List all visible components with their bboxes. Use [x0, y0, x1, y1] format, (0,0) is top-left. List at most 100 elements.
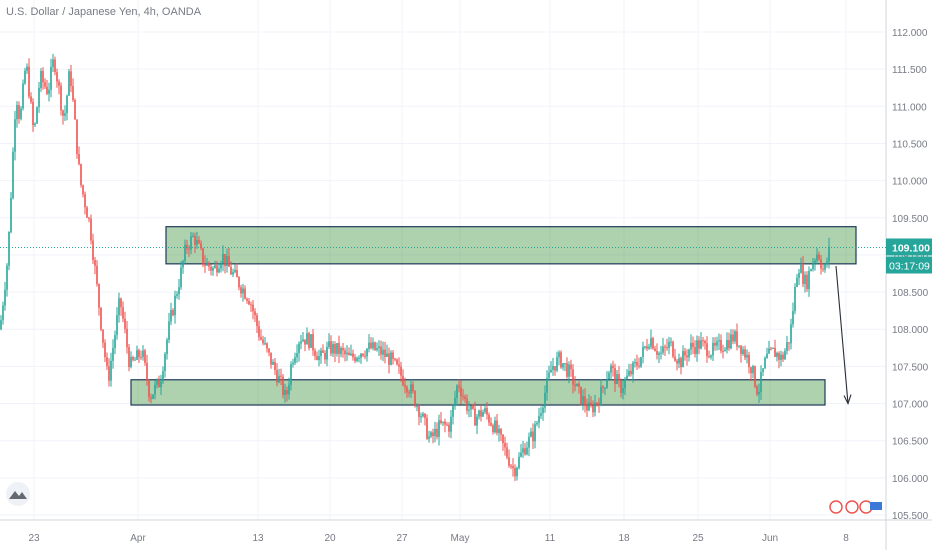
countdown-badge [886, 256, 932, 274]
chart-title: U.S. Dollar / Japanese Yen, 4h, OANDA [6, 6, 202, 18]
candle-body [74, 99, 76, 120]
candle-body [756, 386, 758, 395]
candle-body [400, 366, 402, 376]
current-price-label: 109.100 [892, 242, 930, 254]
candle-body [798, 272, 800, 278]
candle-body [732, 334, 734, 342]
candle-body [354, 357, 356, 361]
candle-body [568, 364, 570, 377]
candle-body [242, 288, 244, 294]
candle-body [510, 465, 512, 467]
candle-body [124, 318, 126, 329]
support-zone[interactable] [130, 379, 826, 406]
candle-body [490, 422, 492, 426]
price-tick-label: 106.500 [892, 437, 929, 448]
candle-body [738, 345, 740, 347]
candle-body [324, 352, 326, 360]
candle-body [182, 260, 184, 268]
candle-body [780, 354, 782, 360]
candle-body [444, 421, 446, 425]
candle-body [692, 342, 694, 348]
candle-body [514, 467, 516, 477]
candle-body [20, 108, 22, 119]
candle-body [526, 447, 528, 455]
candle-body [26, 66, 28, 71]
candle-body [614, 368, 616, 384]
candle-body [310, 334, 312, 348]
candle-body [164, 354, 166, 372]
candle-body [70, 71, 72, 86]
candle-body [726, 340, 728, 350]
candle-body [694, 347, 696, 354]
candle-body [200, 243, 202, 249]
candle-body [78, 154, 80, 165]
candle-body [476, 416, 478, 426]
candle-body [612, 365, 614, 369]
candle-body [4, 289, 6, 306]
resistance-zone[interactable] [165, 226, 857, 265]
candle-body [118, 298, 120, 316]
candle-body [244, 288, 246, 299]
candle-body [480, 410, 482, 417]
candle-body [816, 254, 818, 261]
candle-body [288, 384, 290, 395]
candle-body [174, 295, 176, 316]
candle-body [216, 265, 218, 273]
candle-body [570, 364, 572, 370]
projection-arrow[interactable] [835, 266, 849, 404]
candle-body [254, 311, 256, 316]
candle-body [332, 344, 334, 354]
candle-body [380, 346, 382, 355]
candle-body [262, 339, 264, 344]
tradingview-logo-icon[interactable] [6, 482, 30, 506]
candle-body [560, 352, 562, 368]
candle-body [784, 350, 786, 360]
candle-body [416, 405, 418, 407]
candle-body [294, 357, 296, 363]
event-icon[interactable] [845, 500, 859, 514]
candle-body [496, 420, 498, 433]
candle-body [820, 259, 822, 269]
candle-body [184, 244, 186, 261]
candle-body [170, 310, 172, 322]
candle-body [426, 418, 428, 439]
candle-body [432, 432, 434, 437]
candle-body [684, 351, 686, 356]
candle-body [414, 391, 416, 406]
candle-body [584, 396, 586, 406]
candle-body [272, 361, 274, 365]
candle-body [34, 123, 36, 126]
candle-body [716, 341, 718, 346]
candle-body [552, 366, 554, 370]
candle-body [464, 396, 466, 399]
candle-body [60, 85, 62, 111]
candle-body [56, 72, 58, 82]
candle-body [178, 287, 180, 295]
price-tick-label: 110.000 [892, 177, 928, 188]
candle-body [762, 368, 764, 372]
event-icon[interactable] [829, 500, 843, 514]
candle-body [606, 379, 608, 388]
candle-body [572, 369, 574, 385]
candle-body [220, 263, 222, 269]
candle-body [670, 341, 672, 343]
candle-body [800, 264, 802, 273]
candle-body [576, 383, 578, 387]
candle-body [818, 254, 820, 260]
candle-body [456, 385, 458, 398]
candle-body [622, 388, 624, 394]
candle-body [470, 405, 472, 410]
candle-body [106, 357, 108, 367]
candle-body [686, 355, 688, 358]
candle-body [680, 358, 682, 368]
candle-body [48, 89, 50, 94]
candle-body [264, 343, 266, 345]
candle-body [748, 354, 750, 368]
candle-body [542, 407, 544, 414]
candle-body [662, 346, 664, 353]
candle-body [176, 294, 178, 296]
candle-body [630, 370, 632, 375]
candle-body [166, 339, 168, 355]
candle-body [230, 266, 232, 275]
